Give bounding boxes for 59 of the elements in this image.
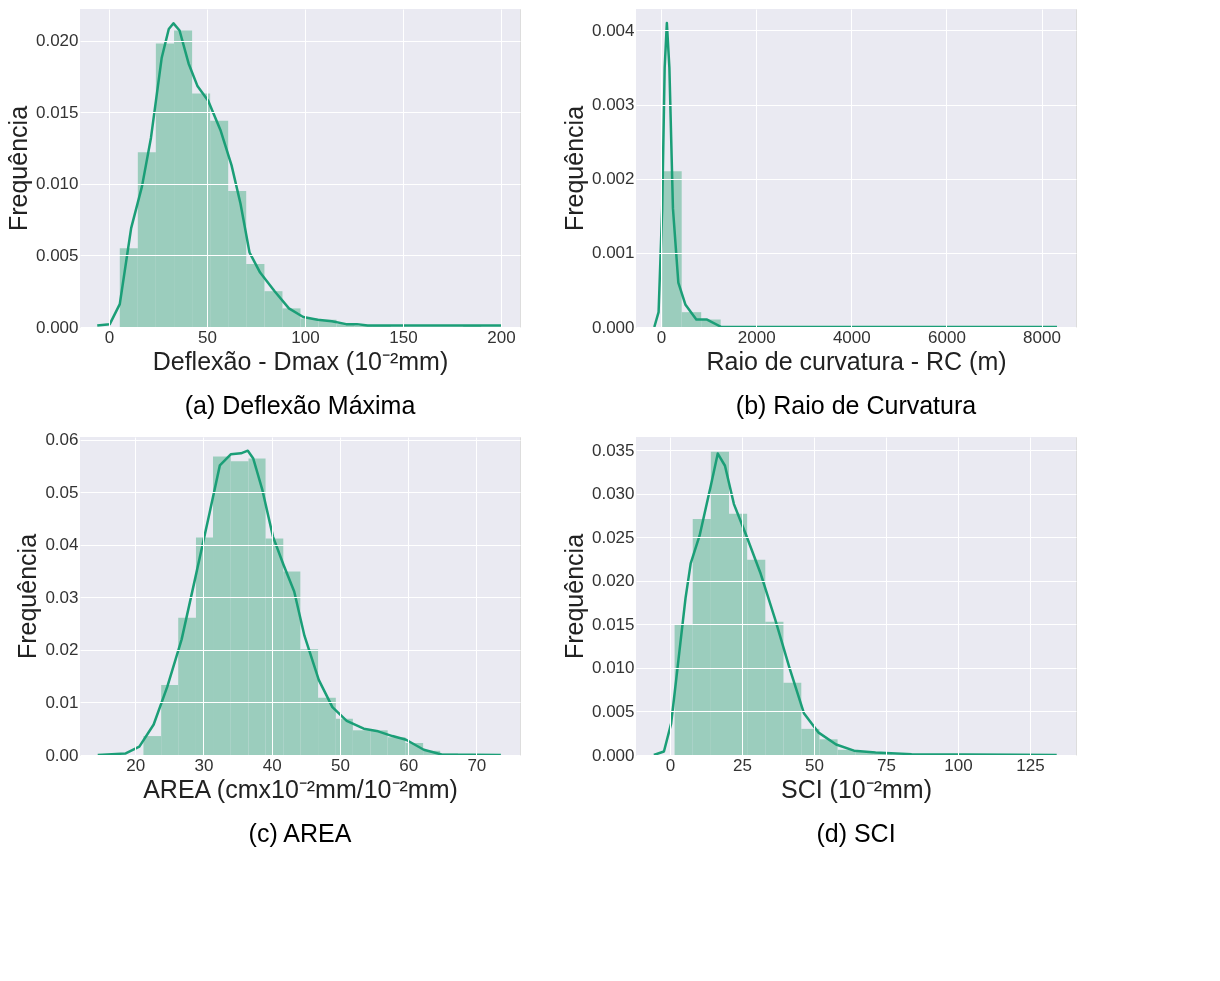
y-tick-label: 0.000 [591,317,635,337]
x-tick-label: 4000 [832,327,871,347]
y-tick-label: 0.06 [45,430,79,450]
y-tick-label: 0.025 [591,527,635,547]
y-tick-label: 0.030 [591,484,635,504]
x-tick-label: 150 [389,327,418,347]
text: (d) SCI [816,819,896,847]
x-axis-title: AREA (cmx10⁻²mm/10⁻²mm) [143,774,458,803]
y-tick-label: 0.04 [45,535,79,555]
y-tick-label: 0.00 [45,745,79,765]
x-tick-label: 50 [805,755,824,775]
y-tick-label: 0.03 [45,587,79,607]
x-tick-label: 6000 [928,327,966,347]
y-tick-label: 0.02 [45,640,79,660]
x-tick-label: 60 [399,755,419,775]
y-axis-title: Frequência [559,105,588,232]
x-tick-label: 0 [665,755,676,775]
x-tick-label: 125 [1016,755,1045,775]
y-axis-title: Frequência [3,105,32,232]
y-tick-label: 0.005 [35,245,79,265]
x-tick-label: 50 [330,755,350,775]
x-tick-label: 50 [198,327,217,347]
x-tick-label: 200 [487,327,516,347]
y-tick-label: 0.015 [591,614,635,634]
x-tick-label: 100 [944,755,973,775]
x-tick-label: 0 [104,327,115,347]
y-tick-label: 0.015 [35,102,79,122]
y-tick-label: 0.002 [591,169,635,189]
y-tick-label: 0.005 [591,701,635,721]
x-axis-title: Raio de curvatura - RC (m) [706,346,1007,375]
x-tick-label: 0 [656,327,667,347]
x-tick-label: 20 [126,755,146,775]
x-tick-label: 8000 [1023,327,1061,347]
y-tick-label: 0.020 [591,571,635,591]
y-axis-title: Frequência [559,533,588,660]
x-tick-label: 40 [262,755,282,775]
x-tick-label: 75 [876,755,896,775]
y-tick-label: 0.004 [591,21,635,40]
y-tick-label: 0.003 [591,95,635,115]
y-tick-label: 0.010 [591,658,635,678]
y-tick-label: 0.01 [45,692,79,712]
text: (b) Raio de Curvatura [735,391,977,419]
y-axis-title: Frequência [13,533,42,660]
y-tick-label: 0.035 [591,440,635,460]
y-tick-label: 0.05 [45,482,79,502]
x-tick-label: 70 [467,755,487,775]
text: (c) AREA [248,819,352,847]
y-tick-label: 0.020 [35,31,79,51]
y-tick-label: 0.010 [35,174,79,194]
x-axis-title: Deflexão - Dmax (10⁻²mm) [152,346,449,375]
y-tick-label: 0.000 [591,745,635,765]
y-tick-label: 0.000 [35,317,79,337]
y-tick-label: 0.001 [591,243,635,263]
x-tick-label: 30 [194,755,214,775]
x-axis-title: SCI (10⁻²mm) [780,774,933,803]
x-tick-label: 25 [733,755,752,775]
x-tick-label: 100 [291,327,320,347]
x-tick-label: 2000 [737,327,776,347]
text: (a) Deflexão Máxima [184,391,416,419]
